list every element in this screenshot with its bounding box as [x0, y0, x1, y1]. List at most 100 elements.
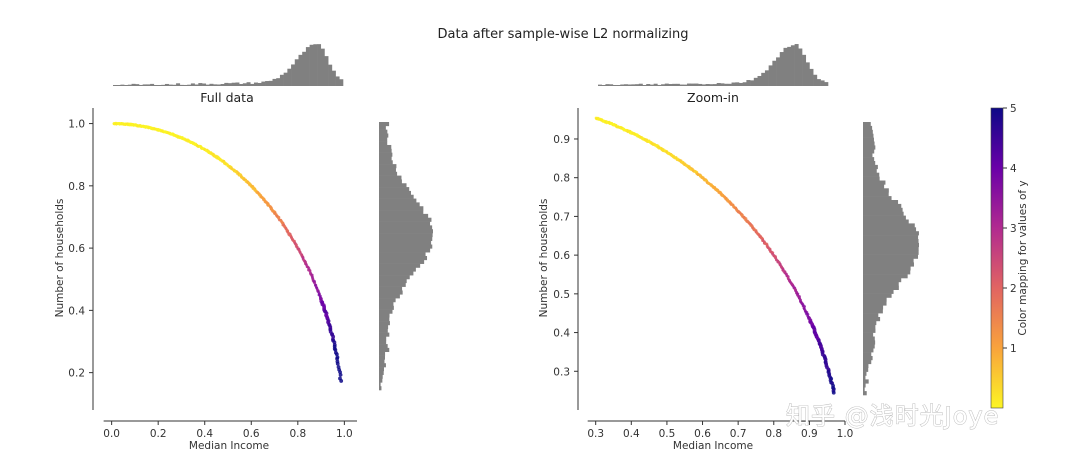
histogram-bar: [698, 83, 703, 86]
histogram-bar: [664, 83, 669, 86]
histogram-bar: [379, 321, 390, 326]
histogram-bar: [824, 82, 829, 86]
histogram-bar: [250, 83, 255, 86]
histogram-bar: [379, 229, 433, 234]
colorbar-label: Color mapping for values of y: [1017, 180, 1029, 335]
histogram-bar: [863, 332, 874, 337]
histogram-bar: [216, 84, 221, 86]
histogram-bar: [863, 164, 878, 170]
histogram-bar: [313, 44, 318, 86]
colorbar-tick-label: 1: [1010, 343, 1017, 355]
histogram-bar: [379, 202, 420, 207]
histogram-bar: [863, 289, 894, 294]
histogram-bar: [863, 200, 899, 205]
colorbar-gradient: [990, 107, 1004, 409]
histogram-bar: [379, 347, 390, 353]
histogram-bar: [379, 213, 429, 219]
colorbar: 1 2 3 4 5 Color mapping for values of y: [990, 103, 1029, 409]
histogram-bar: [138, 84, 143, 86]
x-axis-label-zoom: Median Income: [673, 440, 753, 452]
y-axis-label-full: Number of households: [54, 199, 66, 318]
histogram-bar: [253, 82, 258, 86]
histogram-bar: [787, 46, 792, 86]
histogram-bar: [863, 141, 875, 146]
histogram-bar: [328, 64, 333, 86]
histogram-bar: [768, 65, 773, 86]
histogram-bar: [863, 235, 919, 240]
histogram-bar: [863, 133, 874, 138]
histogram-bar: [379, 256, 428, 261]
histogram-bar: [379, 344, 388, 349]
histogram-bar: [735, 82, 740, 86]
histogram-bar: [805, 62, 810, 86]
histogram-bar: [816, 79, 821, 86]
histogram-bar: [379, 370, 384, 375]
histogram-bar: [131, 83, 136, 86]
histogram-bar: [279, 74, 284, 86]
histogram-bar: [272, 78, 277, 86]
histogram-bar: [863, 239, 919, 244]
histogram-bar: [205, 84, 210, 86]
y-tick-label: 0.9: [553, 134, 570, 146]
top-histogram-zoom: [598, 44, 829, 86]
histogram-bar: [231, 82, 236, 86]
histogram-bar: [863, 125, 873, 131]
histogram-bar: [379, 156, 392, 161]
histogram-bar: [379, 263, 421, 268]
scatter-point: [831, 390, 836, 395]
histogram-bar: [379, 152, 393, 157]
x-tick-label: 1.0: [336, 428, 353, 440]
histogram-bar: [635, 84, 640, 86]
histogram-bar: [265, 81, 270, 86]
histogram-bar: [209, 83, 214, 86]
histogram-bar: [379, 221, 431, 226]
histogram-bar: [620, 84, 625, 86]
x-tick-label: 1.0: [837, 428, 854, 440]
histogram-bar: [653, 83, 658, 86]
histogram-bar: [379, 382, 381, 387]
histogram-bar: [863, 363, 869, 368]
histogram-bar: [863, 149, 875, 154]
y-tick-label: 0.2: [68, 368, 85, 380]
histogram-bar: [701, 84, 706, 86]
histogram-bar: [694, 83, 699, 86]
axes-zoom: 0.3 0.4 0.5 0.6 0.7 0.8 0.9 1.0 0.3 0.4 0.5 0.6 0.7 0…: [553, 108, 853, 440]
histogram-bar: [720, 83, 725, 86]
histogram-bar: [668, 84, 673, 86]
histogram-bar: [675, 83, 680, 86]
histogram-bar: [863, 153, 873, 158]
histogram-bar: [809, 68, 814, 86]
histogram-bar: [379, 248, 431, 253]
histogram-bar: [863, 122, 871, 127]
histogram-bar: [598, 84, 603, 86]
histogram-bar: [863, 359, 872, 365]
histogram-bar: [379, 252, 426, 257]
histogram-bar: [379, 286, 403, 291]
histogram-bar: [379, 259, 425, 264]
histogram-bar: [379, 190, 412, 196]
histogram-bar: [379, 137, 388, 142]
histogram-bar: [194, 84, 199, 86]
histogram-bar: [794, 44, 799, 86]
histogram-bar: [779, 52, 784, 86]
histogram-bar: [379, 359, 385, 364]
histogram-bar: [798, 48, 803, 86]
histogram-bar: [291, 64, 296, 86]
histogram-bar: [679, 84, 684, 86]
histogram-bar: [772, 60, 777, 86]
histogram-bar: [863, 348, 874, 353]
histogram-bar: [863, 305, 884, 310]
histogram-bar: [863, 320, 877, 326]
histogram-bar: [863, 161, 876, 166]
histogram-bar: [783, 47, 788, 86]
y-tick-label: 0.6: [553, 250, 570, 262]
x-tick-label: 0.6: [694, 428, 711, 440]
x-tick-label: 0.6: [243, 428, 260, 440]
histogram-bar: [863, 281, 899, 287]
histogram-bar: [863, 293, 892, 298]
histogram-bar: [863, 203, 902, 209]
x-tick-label: 0.8: [765, 428, 782, 440]
x-tick-label: 0.0: [103, 428, 120, 440]
histogram-bar: [235, 82, 240, 86]
histogram-bar: [863, 192, 889, 197]
